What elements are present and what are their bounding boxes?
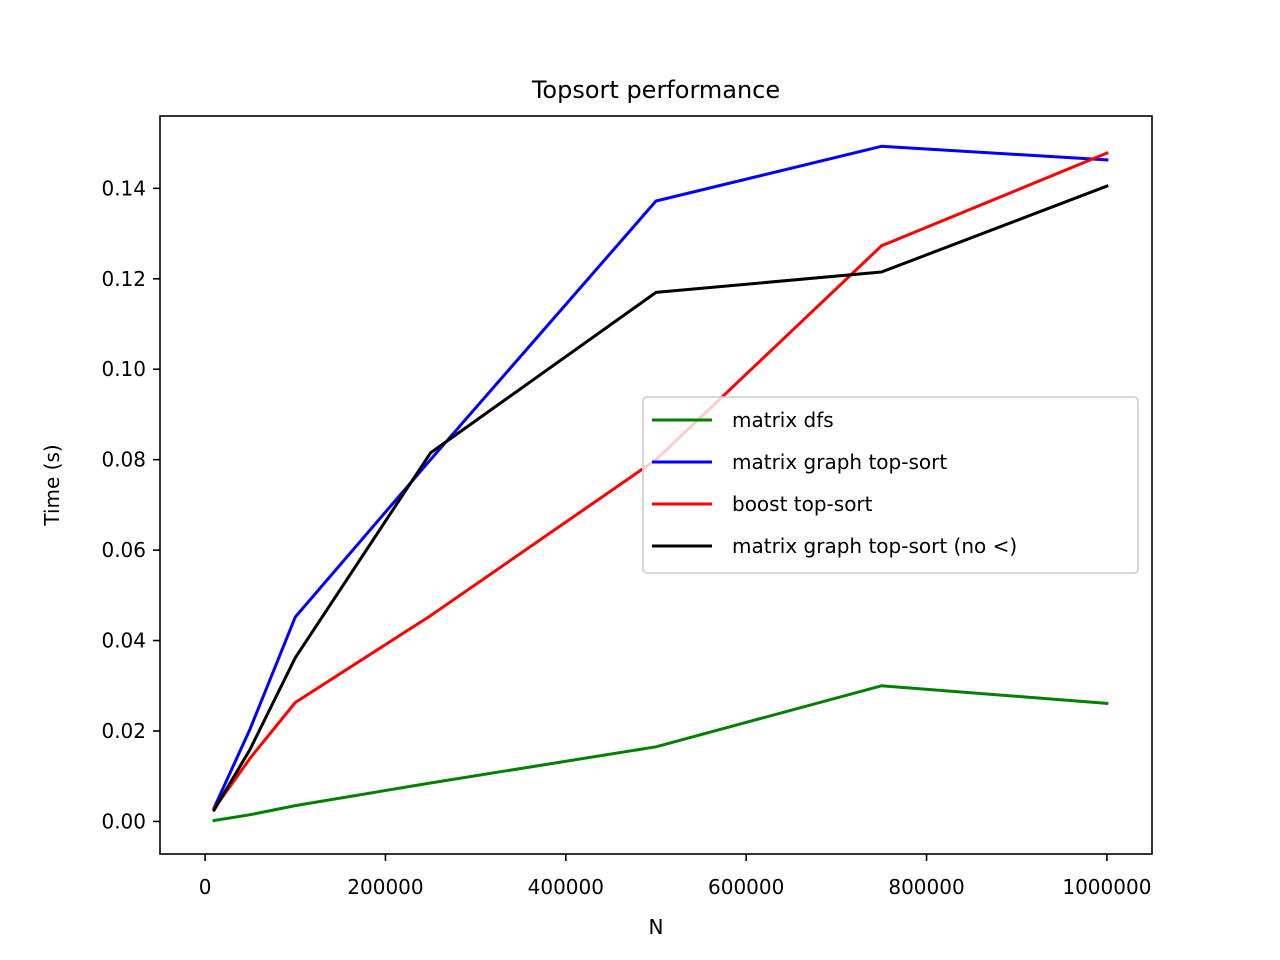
y-tick-label: 0.14: [101, 176, 146, 200]
series-line-matrix-dfs: [212, 684, 1109, 823]
y-axis-label: Time (s): [40, 444, 64, 526]
x-tick-label: 1000000: [1062, 875, 1151, 899]
plot-frame: [159, 115, 1153, 855]
series-line-boost-top-sort: [212, 151, 1109, 811]
series-line-matrix-graph-top-sort: [212, 144, 1109, 810]
x-tick-label: 800000: [888, 875, 964, 899]
y-tick-label: 0.06: [101, 538, 146, 562]
legend-label: matrix graph top-sort: [732, 450, 947, 474]
y-tick-label: 0.00: [101, 809, 146, 833]
y-tick-label: 0.04: [101, 629, 146, 653]
chart-title: Topsort performance: [531, 76, 780, 104]
y-tick-label: 0.02: [101, 719, 146, 743]
x-tick-label: 600000: [708, 875, 784, 899]
legend-label: boost top-sort: [732, 492, 873, 516]
legend-box: [642, 396, 1139, 574]
x-axis: 0 200000 400000 600000 800000 1000000: [199, 854, 1151, 899]
y-tick-label: 0.10: [101, 357, 146, 381]
y-axis: 0.00 0.02 0.04 0.06 0.08 0.10 0.12 0.14: [101, 176, 160, 833]
x-tick-label: 200000: [347, 875, 423, 899]
legend-label: matrix graph top-sort (no <): [732, 534, 1017, 558]
y-tick-label: 0.12: [101, 267, 146, 291]
series-group: [212, 144, 1109, 823]
x-tick-label: 400000: [528, 875, 604, 899]
x-tick-label: 0: [199, 875, 212, 899]
y-tick-label: 0.08: [101, 448, 146, 472]
series-line-matrix-graph-top-sort-no: [212, 184, 1109, 813]
legend-label: matrix dfs: [732, 408, 834, 432]
x-axis-label: N: [649, 915, 664, 939]
legend: matrix dfs matrix graph top-sort boost top…: [642, 396, 1139, 574]
